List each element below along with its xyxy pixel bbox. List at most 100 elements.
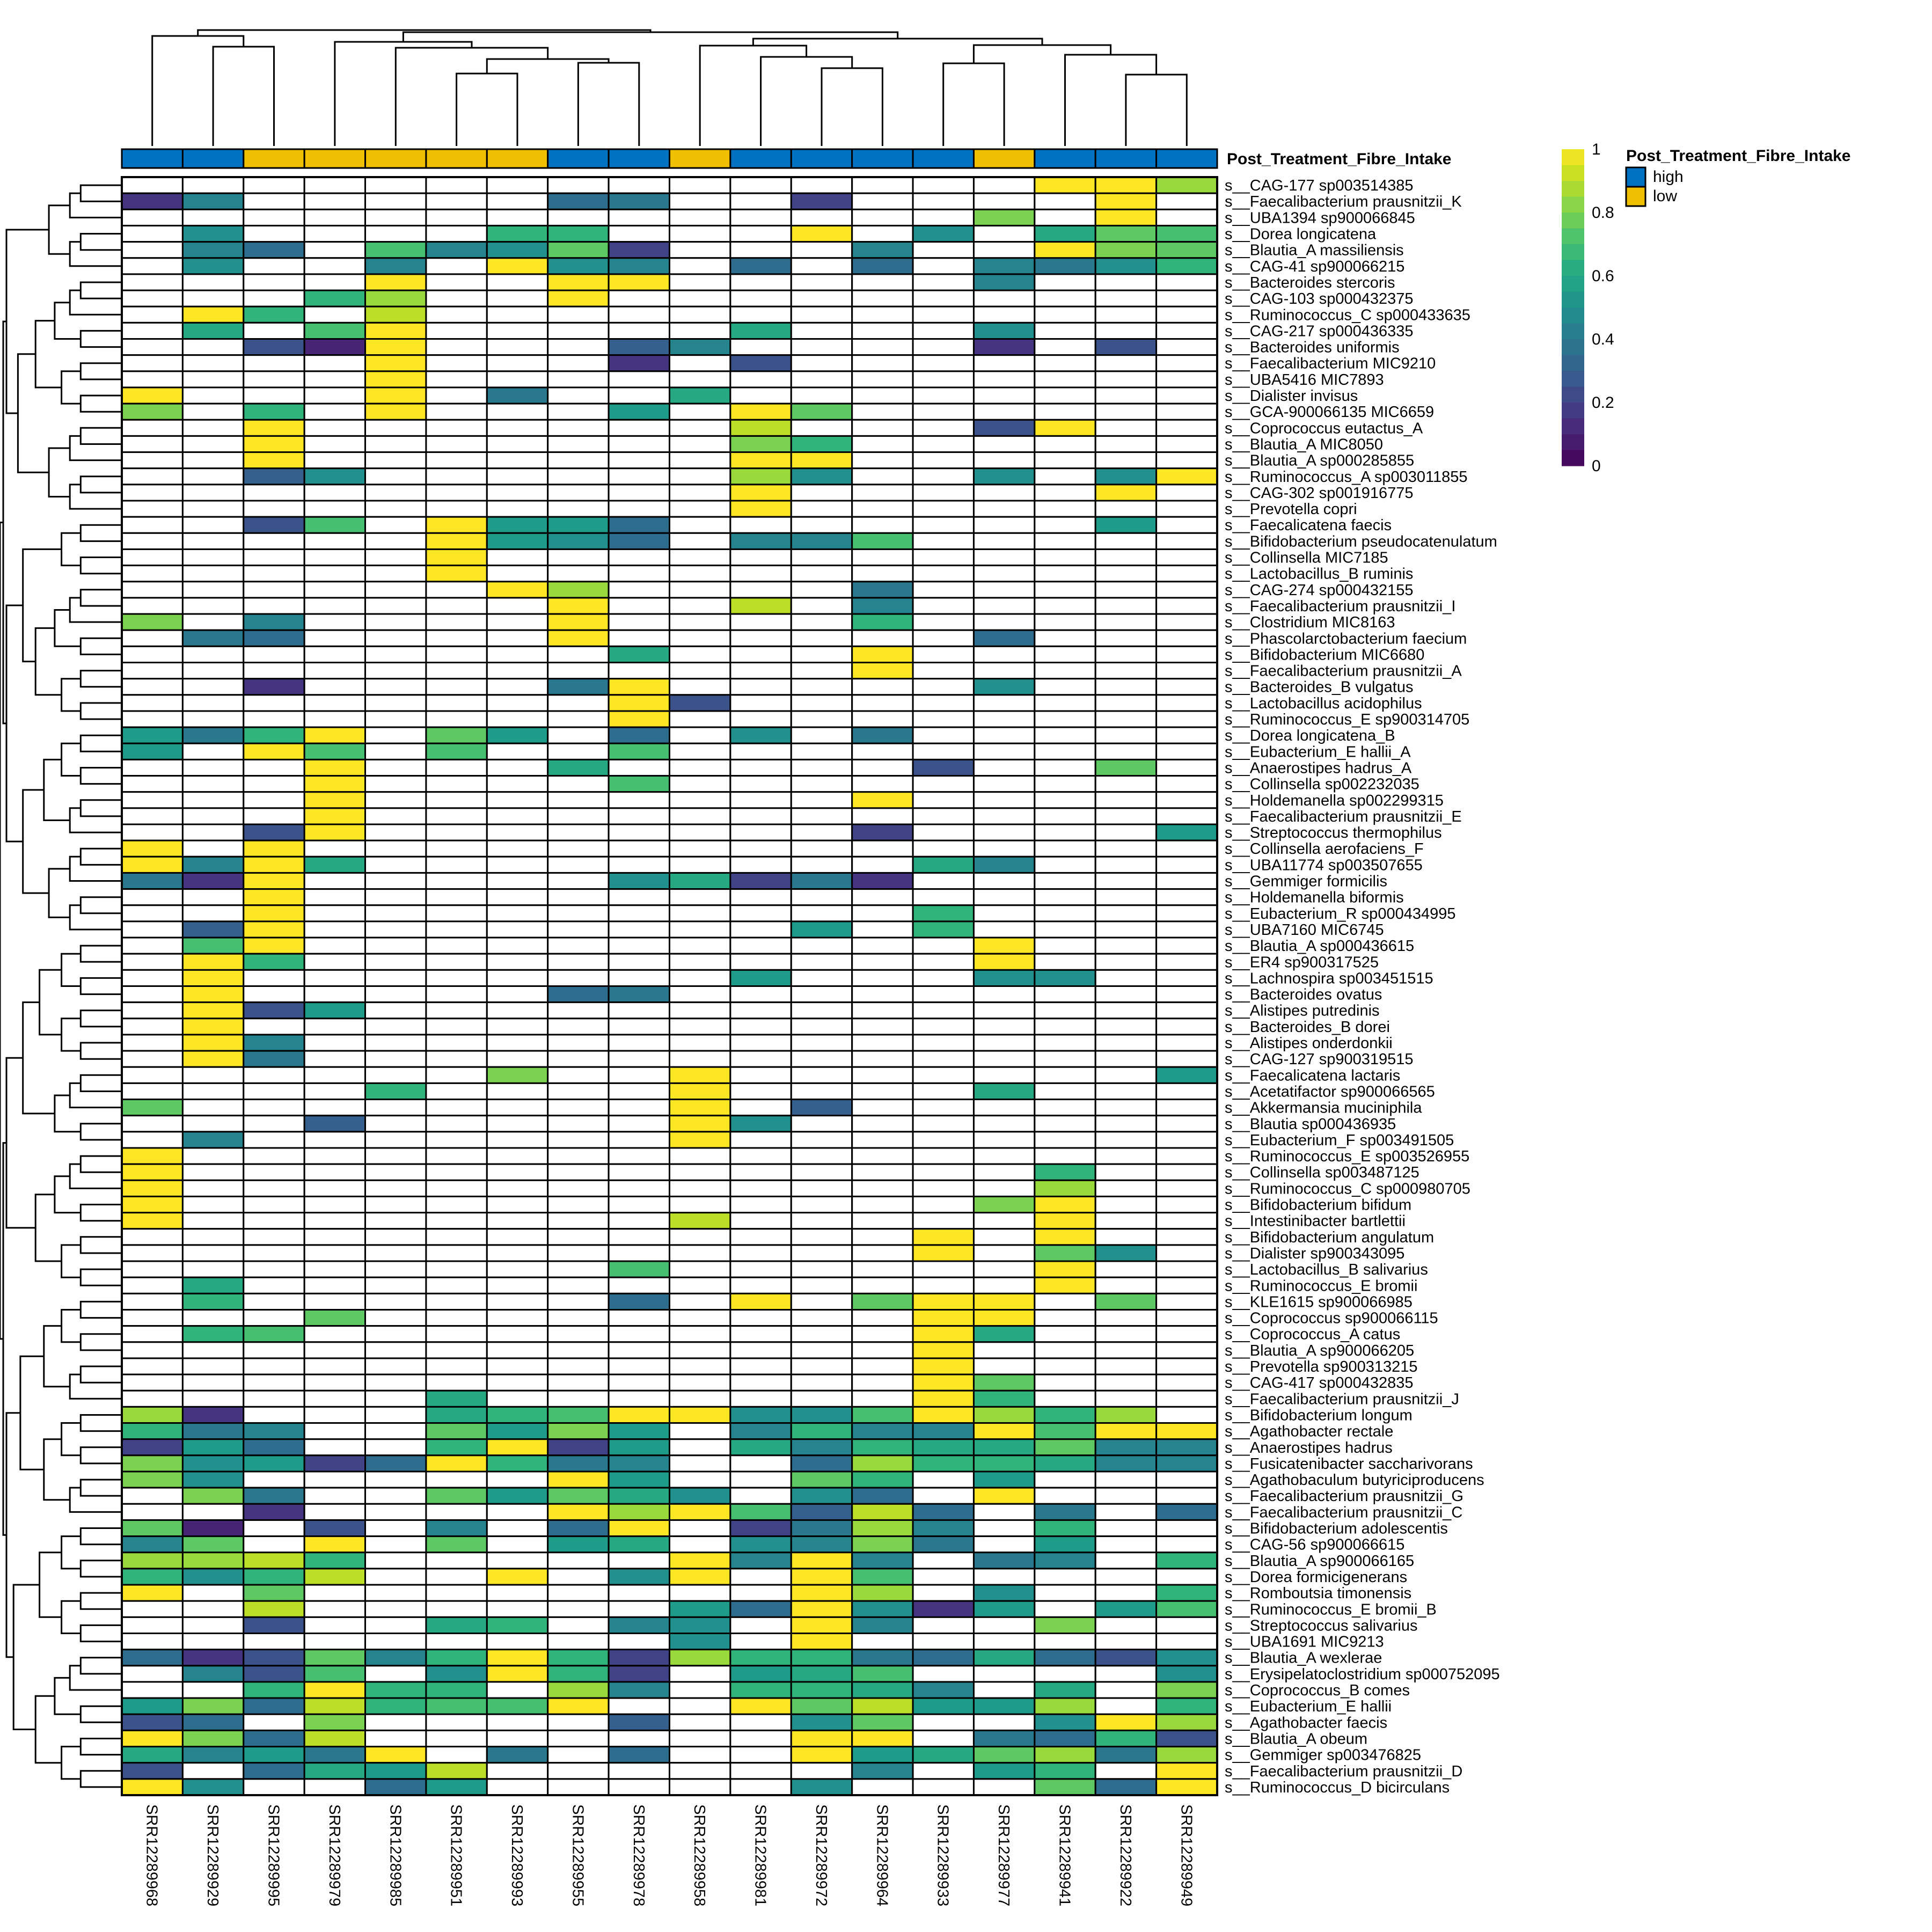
heatmap-cell [1155,354,1218,372]
row-label: s__Intestinibacter bartlettii [1225,1213,1406,1230]
row-label: s__Holdemanella biformis [1225,889,1404,906]
heatmap-cell [364,1503,427,1521]
heatmap-cell [851,1082,914,1101]
heatmap-cell [790,500,853,518]
heatmap-cell [364,451,427,470]
dendrogram-branch [79,1446,122,1465]
heatmap-cell [972,904,1036,923]
heatmap-cell [486,1487,549,1505]
heatmap-cell [608,435,670,453]
heatmap-cell [243,904,305,923]
heatmap-cell [1034,1729,1096,1748]
heatmap-cell [243,1309,305,1327]
heatmap-cell [972,1034,1036,1052]
heatmap-cell [912,1228,975,1246]
heatmap-cell [181,1438,245,1457]
heatmap-cell [486,1665,549,1683]
heatmap-cell [547,402,610,421]
row-label: s__Bacteroides_B vulgatus [1225,679,1413,696]
heatmap-cell [486,516,549,534]
heatmap-cell [1155,192,1218,210]
heatmap-cell [608,1179,670,1197]
heatmap-cell [181,710,245,728]
heatmap-cell [729,435,792,453]
heatmap-cell [729,1147,792,1165]
row-label: s__CAG-56 sp900066615 [1225,1536,1404,1554]
heatmap-cell [121,419,184,437]
heatmap-cell [669,1616,731,1635]
row-label: s__Dialister sp900343095 [1225,1245,1404,1262]
heatmap-cell [608,758,670,777]
dendrogram-branch [69,904,122,931]
row-label: s__Dorea longicatena [1225,226,1377,243]
dendrogram-branch [48,204,70,255]
heatmap-cell [364,710,427,728]
heatmap-cell [303,224,367,243]
heatmap-cell [547,386,610,405]
heatmap-cell [1034,273,1096,291]
heatmap-cell [425,807,488,825]
heatmap-cell [181,1713,245,1731]
heatmap-cell [851,1389,914,1408]
heatmap-cell [608,1018,670,1036]
heatmap-cell [851,581,914,599]
heatmap-cell [851,1406,914,1424]
heatmap-cell [181,1470,245,1489]
heatmap-cell [425,1600,488,1618]
heatmap-cell [1155,775,1218,793]
heatmap-cell [181,1454,245,1473]
heatmap-cell [790,645,853,663]
heatmap-cell [364,1115,427,1133]
heatmap-cell [790,1276,853,1294]
annotation-cell [425,148,488,169]
heatmap-cell [608,1487,670,1505]
heatmap-cell [243,1616,305,1635]
heatmap-cell [303,500,367,518]
heatmap-cell [912,1697,975,1715]
heatmap-cell [608,354,670,372]
heatmap-cell [851,1519,914,1538]
heatmap-cell [790,1503,853,1521]
heatmap-cell [608,1357,670,1375]
heatmap-cell [608,1099,670,1117]
heatmap-cell [364,1519,427,1538]
heatmap-cell [790,662,853,680]
heatmap-cell [669,791,731,809]
row-label: s__Bifidobacterium MIC6680 [1225,646,1424,663]
heatmap-cell [243,775,305,793]
heatmap-cell [1094,1470,1158,1489]
heatmap-cell [1034,839,1096,858]
heatmap-cell [121,775,184,793]
heatmap-cell [790,1131,853,1149]
dendrogram-branch [79,1300,122,1319]
heatmap-cell [1034,1649,1096,1667]
dendrogram-branch [43,1325,70,1388]
heatmap-cell [121,1260,184,1278]
heatmap-cell [1034,1778,1096,1796]
heatmap-cell [121,1292,184,1311]
heatmap-cell [972,888,1036,906]
heatmap-cell [364,1406,427,1424]
heatmap-cell [729,953,792,971]
heatmap-cell [547,1292,610,1311]
heatmap-cell [1034,985,1096,1004]
heatmap-cell [425,192,488,210]
heatmap-cell [729,1276,792,1294]
heatmap-cell [547,1729,610,1748]
heatmap-cell [181,597,245,615]
heatmap-cell [1034,176,1096,194]
column-label: SRR12289972 [813,1804,830,1906]
heatmap-cell [669,726,731,744]
row-label: s__Lachnospira sp003451515 [1225,970,1433,987]
heatmap-cell [729,1325,792,1343]
heatmap-cell [851,1034,914,1052]
heatmap-cell [729,1470,792,1489]
heatmap-cell [181,1066,245,1084]
heatmap-cell [243,839,305,858]
dendrogram-branch [22,548,62,663]
heatmap-cell [912,726,975,744]
heatmap-cell [486,742,549,760]
heatmap-cell [547,1228,610,1246]
heatmap-cell [486,1099,549,1117]
heatmap-cell [669,1309,731,1327]
